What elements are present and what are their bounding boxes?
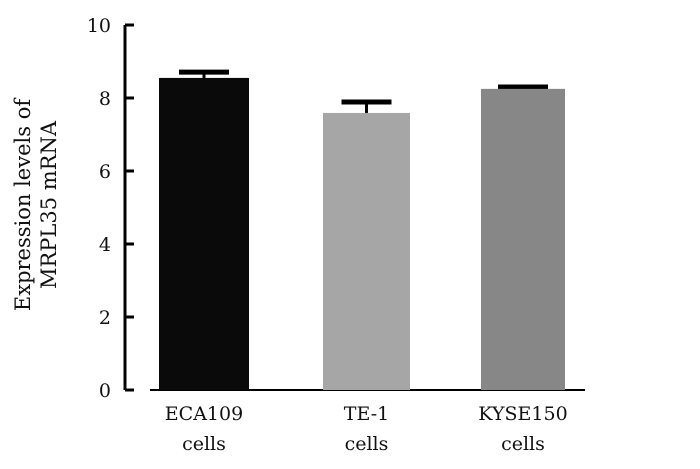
y-tick-label: 0 (99, 380, 111, 402)
x-tick-label: cells (345, 433, 389, 455)
y-tick-label: 6 (99, 161, 111, 183)
bar (481, 88, 565, 390)
y-tick-label: 2 (99, 307, 111, 329)
bar (159, 77, 249, 391)
y-axis-label: Expression levels of MRPL35 mRNA (11, 97, 61, 311)
y-axis-label-line: MRPL35 mRNA (37, 120, 61, 289)
y-tick-label: 4 (99, 234, 111, 256)
x-tick-label: cells (501, 433, 545, 455)
x-tick-label: KYSE150 (478, 403, 567, 425)
x-tick-label: TE-1 (344, 403, 389, 425)
y-tick-label: 10 (87, 15, 111, 37)
x-tick-labels: ECA109 cells TE-1 cells KYSE150 cells (165, 403, 568, 455)
y-tick-label: 8 (99, 88, 111, 110)
x-tick-label: ECA109 (165, 403, 243, 425)
bar (323, 112, 410, 390)
bars (159, 69, 565, 391)
y-axis-label-line: Expression levels of (11, 97, 35, 311)
x-tick-label: cells (182, 433, 226, 455)
